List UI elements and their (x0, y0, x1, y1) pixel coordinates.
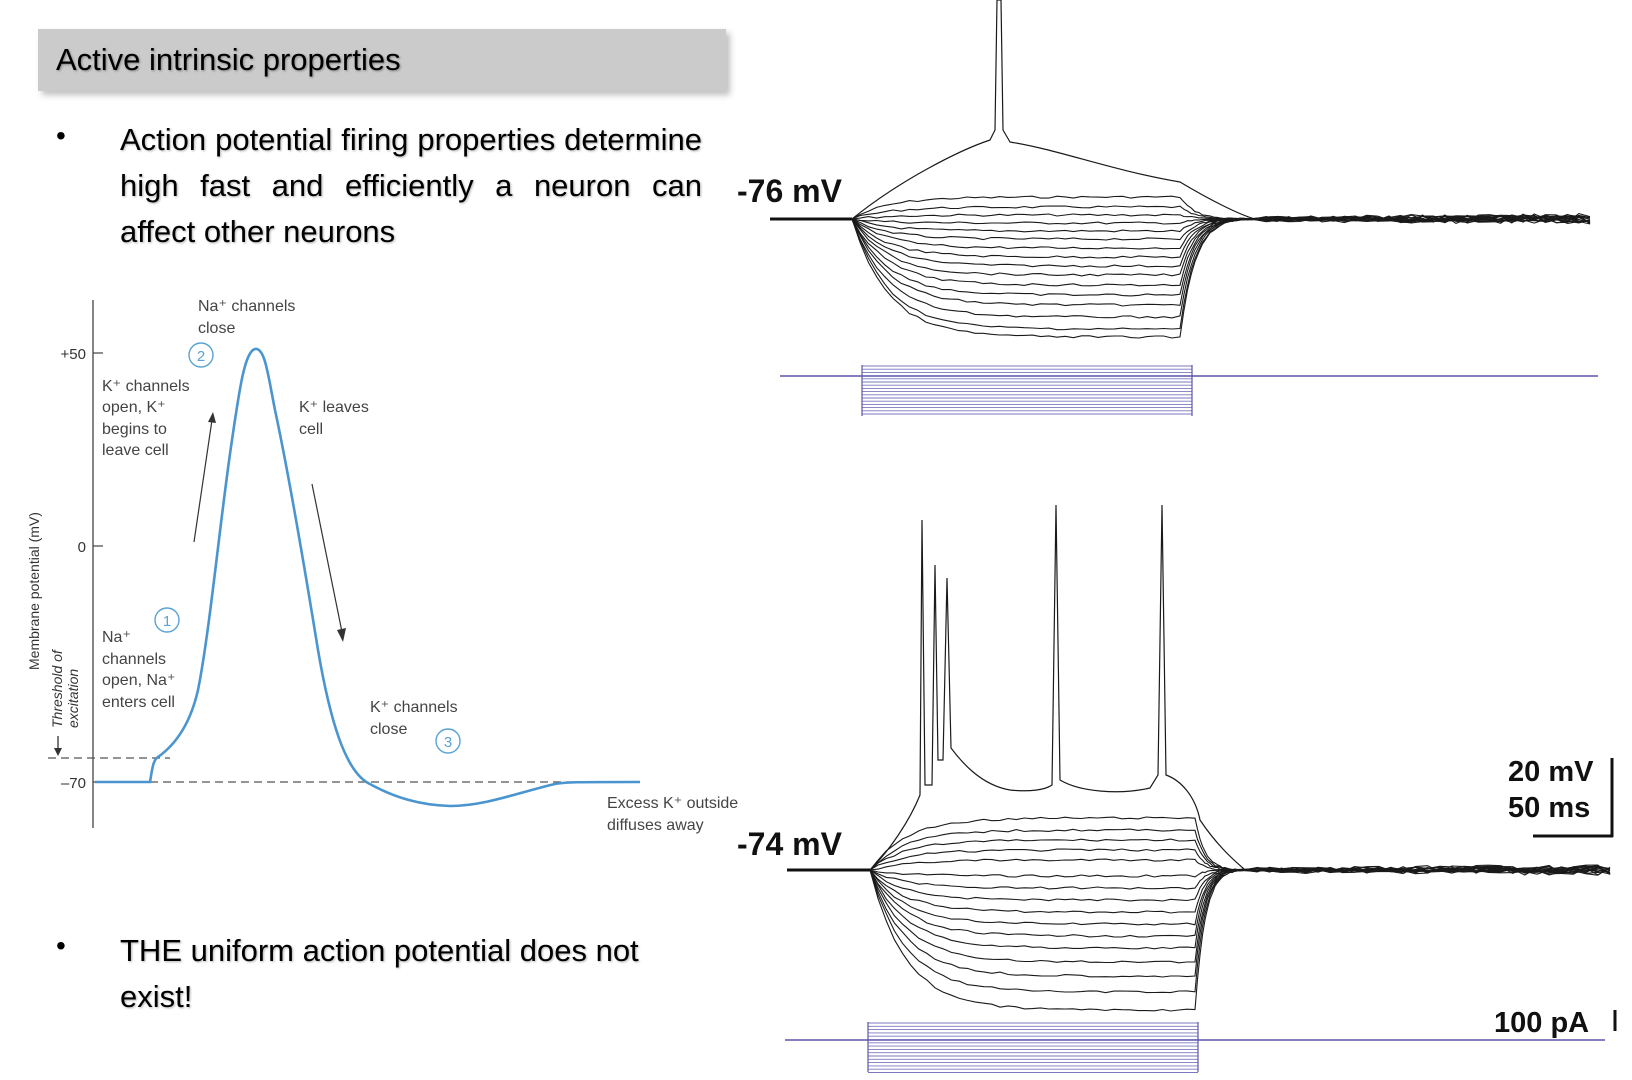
ann-na-open-4: enters cell (102, 694, 175, 711)
title-box: Active intrinsic properties (38, 29, 726, 91)
scale-ms-label: 50 ms (1508, 792, 1590, 824)
voltage-sweep (869, 865, 1611, 978)
spike-train-sweep (869, 504, 1246, 871)
voltage-sweep (869, 838, 1611, 874)
scale-pa-label: 100 pA (1494, 1007, 1589, 1039)
step-2-circle (188, 342, 214, 368)
recordings: -76 mV -74 mV 20 mV 50 ms 100 pA (737, 0, 1617, 1073)
ap-y-label: Membrane potential (mV) (26, 512, 42, 670)
voltage-sweep (869, 865, 1611, 914)
top-current-steps (780, 365, 1598, 416)
threshold-arrow-head (54, 748, 62, 756)
ann-na-open-2: channels (102, 651, 166, 668)
ann-k-leaves-1: K⁺ leaves (299, 399, 369, 416)
threshold-label-1: Threshold of (49, 648, 65, 728)
ann-na-open-3: open, Na⁺ (102, 672, 175, 689)
voltage-sweep (851, 212, 1591, 339)
ap-diagram: +50 0 –70 Membrane potential (mV) Thresh… (26, 298, 738, 834)
ann-excess-2: diffuses away (607, 817, 704, 834)
voltage-sweep (869, 864, 1611, 938)
step-3-label: 3 (444, 734, 452, 751)
ann-na-close-2: close (198, 320, 235, 337)
voltage-sweep (851, 214, 1591, 250)
rise-arrow-line (193, 419, 213, 543)
ann-k-open-3: begins to (102, 421, 167, 438)
bottom-voltage-traces (787, 504, 1611, 1012)
voltage-sweep (869, 865, 1611, 950)
bottom-vm-label: -74 mV (737, 826, 843, 862)
bullet-marker: • (56, 930, 66, 961)
ann-k-leaves-2: cell (299, 421, 323, 438)
bullet-uniform-ap: THE uniform action potential does not ex… (120, 933, 639, 1014)
ann-na-close-1: Na⁺ channels (198, 298, 295, 315)
step-2-label: 2 (197, 348, 205, 365)
voltage-sweep (851, 213, 1591, 307)
voltage-sweep (869, 865, 1611, 964)
voltage-sweep (869, 865, 1611, 926)
annotations: Na⁺ channels close K⁺ channels open, K⁺ … (102, 298, 738, 834)
ann-k-close-2: close (370, 721, 407, 738)
scale-mv-label: 20 mV (1508, 756, 1594, 788)
bullet-firing-properties: Action potential firing properties deter… (120, 122, 702, 249)
tick-label-plus50: +50 (61, 346, 86, 363)
ann-na-open-1: Na⁺ (102, 629, 131, 646)
ann-k-open-4: leave cell (102, 442, 169, 459)
voltage-sweep (851, 214, 1591, 259)
ann-k-open-2: open, K⁺ (102, 399, 166, 416)
tick-label-zero: 0 (78, 539, 86, 556)
voltage-sweep (869, 864, 1611, 994)
top-voltage-traces (770, 0, 1591, 339)
fall-arrow-line (311, 483, 343, 633)
action-potential-trace (95, 347, 641, 808)
spike-sweep (851, 0, 1256, 220)
step-1-circle (154, 607, 180, 633)
step-1-label: 1 (163, 613, 171, 630)
ann-excess-1: Excess K⁺ outside (607, 795, 738, 812)
voltage-sweep (869, 816, 1611, 874)
voltage-sweep (851, 214, 1591, 331)
threshold-label-2: excitation (65, 669, 81, 728)
ann-k-open-1: K⁺ channels (102, 378, 190, 395)
rise-arrow-head (208, 412, 216, 423)
bullet-marker: • (56, 120, 66, 151)
fall-arrow-head (337, 628, 346, 642)
voltage-sweep (869, 864, 1611, 1012)
step-3-circle (435, 728, 461, 754)
tick-label-minus70: –70 (61, 775, 86, 792)
ann-k-close-1: K⁺ channels (370, 699, 458, 716)
top-vm-label: -76 mV (737, 173, 843, 209)
slide-title: Active intrinsic properties (56, 42, 401, 77)
bottom-current-steps (785, 1022, 1605, 1073)
voltage-sweep (851, 214, 1591, 319)
